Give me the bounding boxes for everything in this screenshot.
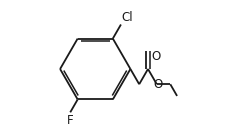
Text: O: O	[153, 78, 162, 91]
Text: O: O	[151, 50, 160, 63]
Text: Cl: Cl	[122, 11, 133, 24]
Text: F: F	[67, 114, 73, 127]
